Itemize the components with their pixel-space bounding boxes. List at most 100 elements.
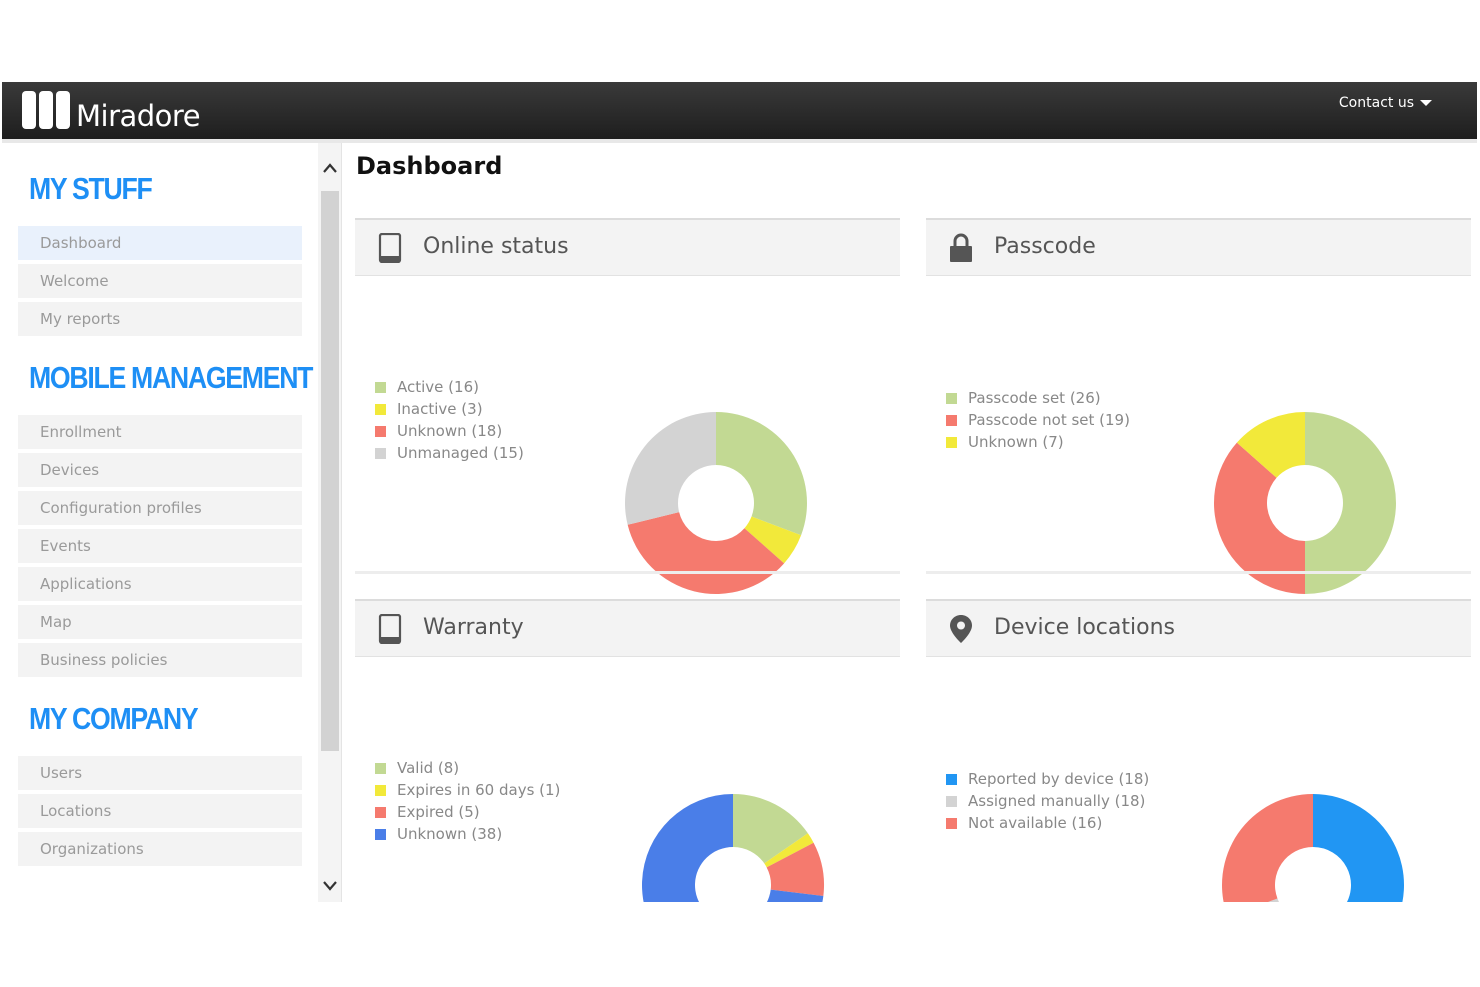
legend-swatch [375, 828, 386, 840]
top-bar-divider [2, 139, 1477, 143]
donut-slice-active[interactable] [716, 412, 807, 536]
legend-item: Assigned manually (18) [946, 790, 1149, 812]
legend-swatch [946, 436, 957, 448]
donut-slice-not-available[interactable] [1222, 794, 1313, 902]
passcode-donut-chart [1214, 412, 1396, 594]
donut-slice-unmanaged[interactable] [625, 412, 716, 525]
sidebar-item-applications[interactable]: Applications [18, 567, 302, 601]
legend-label: Valid (8) [397, 759, 460, 777]
legend-label: Expired (5) [397, 803, 480, 821]
sidebar-item-configuration-profiles[interactable]: Configuration profiles [18, 491, 302, 525]
legend-label: Unmanaged (15) [397, 444, 524, 462]
legend-swatch [375, 425, 386, 437]
legend-label: Assigned manually (18) [968, 792, 1146, 810]
passcode-panel: Passcode Passcode set (26) Passcode not … [926, 218, 1471, 594]
sidebar-item-my-reports[interactable]: My reports [18, 302, 302, 336]
donut-slice-passcode-not-set[interactable] [1214, 442, 1305, 594]
section-title-cut-off: ▬▬▬▬▬ [29, 893, 129, 902]
legend-label: Unknown (18) [397, 422, 503, 440]
donut-slice-expired[interactable] [766, 842, 824, 896]
sidebar-item-events[interactable]: Events [18, 529, 302, 563]
logo-mark-icon [22, 91, 70, 129]
legend-label: Expires in 60 days (1) [397, 781, 561, 799]
legend-item: Unknown (7) [946, 431, 1130, 453]
top-bar: Miradore Contact us [2, 82, 1477, 139]
donut-slice-passcode-set[interactable] [1305, 412, 1396, 594]
panel-header: Device locations [926, 599, 1471, 657]
chart-legend: Passcode set (26) Passcode not set (19) … [946, 387, 1130, 453]
legend-item: Inactive (3) [375, 398, 524, 420]
donut-slice-inactive[interactable] [744, 516, 802, 564]
scrollbar-thumb[interactable] [321, 191, 339, 751]
legend-item: Reported by device (18) [946, 768, 1149, 790]
legend-swatch [375, 381, 386, 393]
panel-footer [926, 571, 1471, 574]
legend-label: Unknown (7) [968, 433, 1064, 451]
legend-swatch [375, 806, 386, 818]
legend-item: Unmanaged (15) [375, 442, 524, 464]
chart-legend: Valid (8) Expires in 60 days (1) Expired… [375, 757, 560, 845]
contact-us-label: Contact us [1338, 95, 1414, 111]
sidebar-item-map[interactable]: Map [18, 605, 302, 639]
panel-title: Passcode [994, 234, 1096, 259]
mobile-device-icon [378, 233, 402, 263]
donut-slice-unknown[interactable] [1236, 412, 1305, 478]
donut-slice-reported-by-device[interactable] [1313, 794, 1404, 902]
sidebar-item-organizations[interactable]: Organizations [18, 832, 302, 866]
sidebar-item-business-policies[interactable]: Business policies [18, 643, 302, 677]
legend-swatch [946, 392, 957, 404]
online-status-panel: Online status Active (16) Inactive (3) U… [355, 218, 900, 594]
donut-slice-valid[interactable] [733, 794, 808, 864]
legend-label: Passcode set (26) [968, 389, 1101, 407]
logo-text: Miradore [76, 99, 201, 133]
legend-label: Passcode not set (19) [968, 411, 1130, 429]
panel-header: Passcode [926, 218, 1471, 276]
legend-item: Active (16) [375, 376, 524, 398]
donut-slice-assigned-manually[interactable] [1228, 898, 1388, 902]
scroll-down-icon[interactable] [322, 879, 338, 893]
map-pin-icon [950, 615, 972, 643]
legend-item: Unknown (38) [375, 823, 560, 845]
panel-title: Online status [423, 234, 569, 259]
legend-item: Expires in 60 days (1) [375, 779, 560, 801]
panel-footer [355, 571, 900, 574]
panel-header: Online status [355, 218, 900, 276]
legend-item: Not available (16) [946, 812, 1149, 834]
chart-legend: Active (16) Inactive (3) Unknown (18) Un… [375, 376, 524, 464]
legend-item: Expired (5) [375, 801, 560, 823]
legend-swatch [946, 773, 957, 785]
cut-off-section-glyphs: ▬▬▬▬▬ [29, 893, 129, 902]
legend-label: Reported by device (18) [968, 770, 1150, 788]
legend-label: Inactive (3) [397, 400, 483, 418]
donut-slice-expires-in-60-days[interactable] [764, 833, 814, 868]
legend-swatch [375, 403, 386, 415]
sidebar-scrollbar[interactable] [318, 143, 342, 902]
chart-legend: Reported by device (18) Assigned manuall… [946, 768, 1149, 834]
section-title-mobile-management: MOBILE MANAGEMENT [29, 360, 313, 395]
donut-slice-unknown[interactable] [642, 794, 824, 902]
logo[interactable]: Miradore [22, 87, 201, 133]
sidebar-item-enrollment[interactable]: Enrollment [18, 415, 302, 449]
legend-label: Not available (16) [968, 814, 1103, 832]
panel-title: Warranty [423, 615, 524, 640]
legend-swatch [375, 762, 386, 774]
legend-item: Valid (8) [375, 757, 560, 779]
device-locations-panel: Device locations Reported by device (18)… [926, 599, 1471, 902]
legend-swatch [946, 795, 957, 807]
page-title: Dashboard [356, 152, 503, 180]
legend-swatch [946, 817, 957, 829]
sidebar-item-users[interactable]: Users [18, 756, 302, 790]
sidebar-item-devices[interactable]: Devices [18, 453, 302, 487]
scroll-up-icon[interactable] [322, 161, 338, 175]
caret-down-icon [1420, 100, 1432, 106]
panel-title: Device locations [994, 615, 1175, 640]
app-window: Miradore Contact us MY STUFF Dashboard W… [2, 82, 1477, 902]
online-status-donut-chart [625, 412, 807, 594]
sidebar-item-dashboard[interactable]: Dashboard [18, 226, 302, 260]
sidebar-item-welcome[interactable]: Welcome [18, 264, 302, 298]
legend-swatch [946, 414, 957, 426]
legend-swatch [375, 784, 386, 796]
device-locations-donut-chart [1222, 794, 1404, 902]
sidebar-item-locations[interactable]: Locations [18, 794, 302, 828]
contact-us-menu[interactable]: Contact us [1339, 95, 1432, 111]
